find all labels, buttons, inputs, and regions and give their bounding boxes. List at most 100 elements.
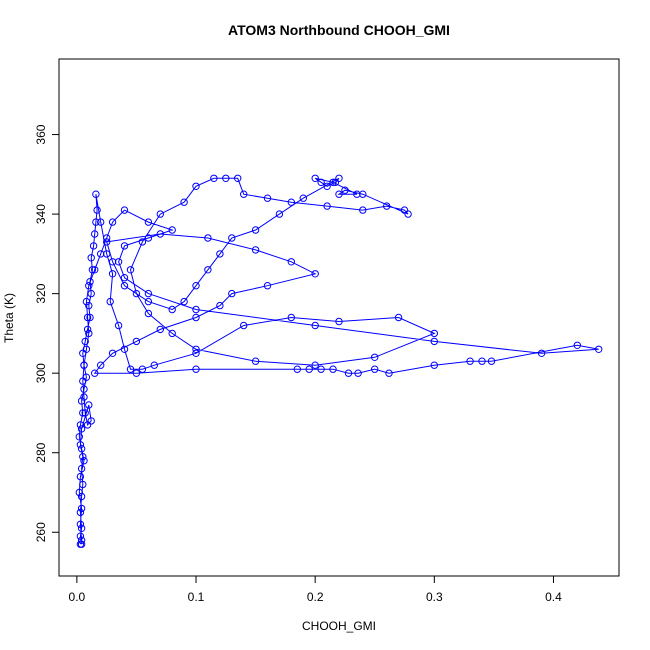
data-point: [430, 361, 438, 369]
data-point: [138, 238, 147, 246]
data-point: [287, 198, 295, 206]
data-point: [385, 369, 393, 377]
data-point: [341, 186, 349, 194]
data-point: [97, 218, 105, 226]
data-point: [192, 182, 200, 191]
data-point: [86, 278, 94, 286]
data-point: [97, 361, 105, 369]
data-point: [87, 417, 95, 425]
data-point: [92, 190, 100, 198]
data-point: [204, 234, 212, 242]
data-point: [228, 234, 236, 242]
data-point: [77, 464, 86, 473]
y-axis-label: Theta (K): [2, 293, 16, 343]
x-axis: 0.0 0.1 0.2 0.3 0.4: [69, 575, 562, 604]
data-point: [323, 202, 331, 210]
data-point: [299, 194, 307, 202]
data-point: [404, 210, 412, 218]
data-point: [80, 393, 88, 401]
data-point: [359, 206, 367, 214]
data-point: [192, 305, 200, 314]
data-point: [91, 369, 99, 377]
data-point: [77, 492, 86, 501]
data-point: [168, 329, 176, 338]
data-point: [240, 190, 248, 198]
data-point: [323, 182, 331, 191]
data-point: [228, 289, 236, 298]
data-point: [91, 230, 99, 238]
data-point: [168, 305, 176, 314]
data-point: [354, 369, 362, 377]
data-point: [240, 321, 248, 330]
data-point: [144, 289, 153, 298]
data-point: [430, 329, 438, 338]
data-point: [180, 297, 188, 306]
data-point: [537, 349, 546, 357]
data-point: [573, 341, 581, 349]
data-point: [383, 202, 391, 210]
data-point: [92, 218, 100, 226]
data-point: [371, 365, 379, 373]
data-point: [80, 385, 88, 393]
data-point: [192, 349, 200, 357]
data-point: [75, 488, 84, 497]
data-point: [79, 453, 87, 461]
data-point: [120, 206, 129, 214]
data-point: [317, 365, 325, 373]
data-point: [132, 337, 141, 346]
y-tick-label: 280: [34, 442, 48, 462]
data-point: [311, 174, 319, 183]
data-point: [93, 206, 101, 214]
data-point: [132, 369, 141, 377]
y-tick-label: 360: [34, 124, 48, 144]
data-point: [83, 313, 92, 322]
data-point: [430, 337, 438, 346]
data-point: [144, 218, 153, 226]
data-point: [156, 210, 165, 218]
data-point: [79, 377, 87, 385]
data-point: [76, 441, 85, 449]
data-point: [394, 313, 403, 322]
data-point: [103, 238, 111, 246]
x-tick-label: 0.2: [307, 590, 324, 604]
data-point: [487, 357, 496, 365]
data-point: [216, 301, 224, 310]
data-point: [311, 321, 319, 330]
data-point: [81, 337, 89, 346]
data-point: [311, 361, 319, 369]
data-point: [97, 250, 105, 258]
data-point: [359, 190, 367, 198]
data-point: [76, 520, 85, 528]
data-point: [222, 174, 230, 183]
data-point: [79, 480, 87, 489]
y-tick-label: 320: [34, 283, 48, 303]
data-point: [106, 297, 114, 306]
data-point: [311, 270, 319, 278]
data-point: [287, 313, 295, 322]
data-point: [80, 457, 88, 465]
data-point: [88, 266, 97, 274]
data-point: [132, 289, 141, 298]
data-point: [120, 274, 129, 282]
chart-title: ATOM3 Northbound CHOOH_GMI: [228, 22, 450, 38]
data-point: [86, 313, 94, 322]
data-point: [80, 361, 88, 369]
data-point: [85, 301, 93, 310]
data-point: [76, 508, 85, 517]
data-point: [156, 230, 165, 238]
data-point: [466, 357, 474, 365]
data-point: [126, 365, 135, 373]
data-point: [180, 198, 188, 206]
data-point: [91, 266, 99, 274]
data-point: [144, 297, 153, 306]
data-point: [120, 345, 129, 353]
data-point: [120, 242, 129, 250]
data-point: [192, 345, 200, 353]
data-point: [251, 246, 260, 254]
data-point: [120, 282, 129, 290]
data-point: [108, 270, 117, 278]
data-point: [85, 401, 93, 409]
x-tick-label: 0.4: [545, 590, 562, 604]
data-point: [287, 258, 295, 266]
data-point: [83, 325, 92, 334]
